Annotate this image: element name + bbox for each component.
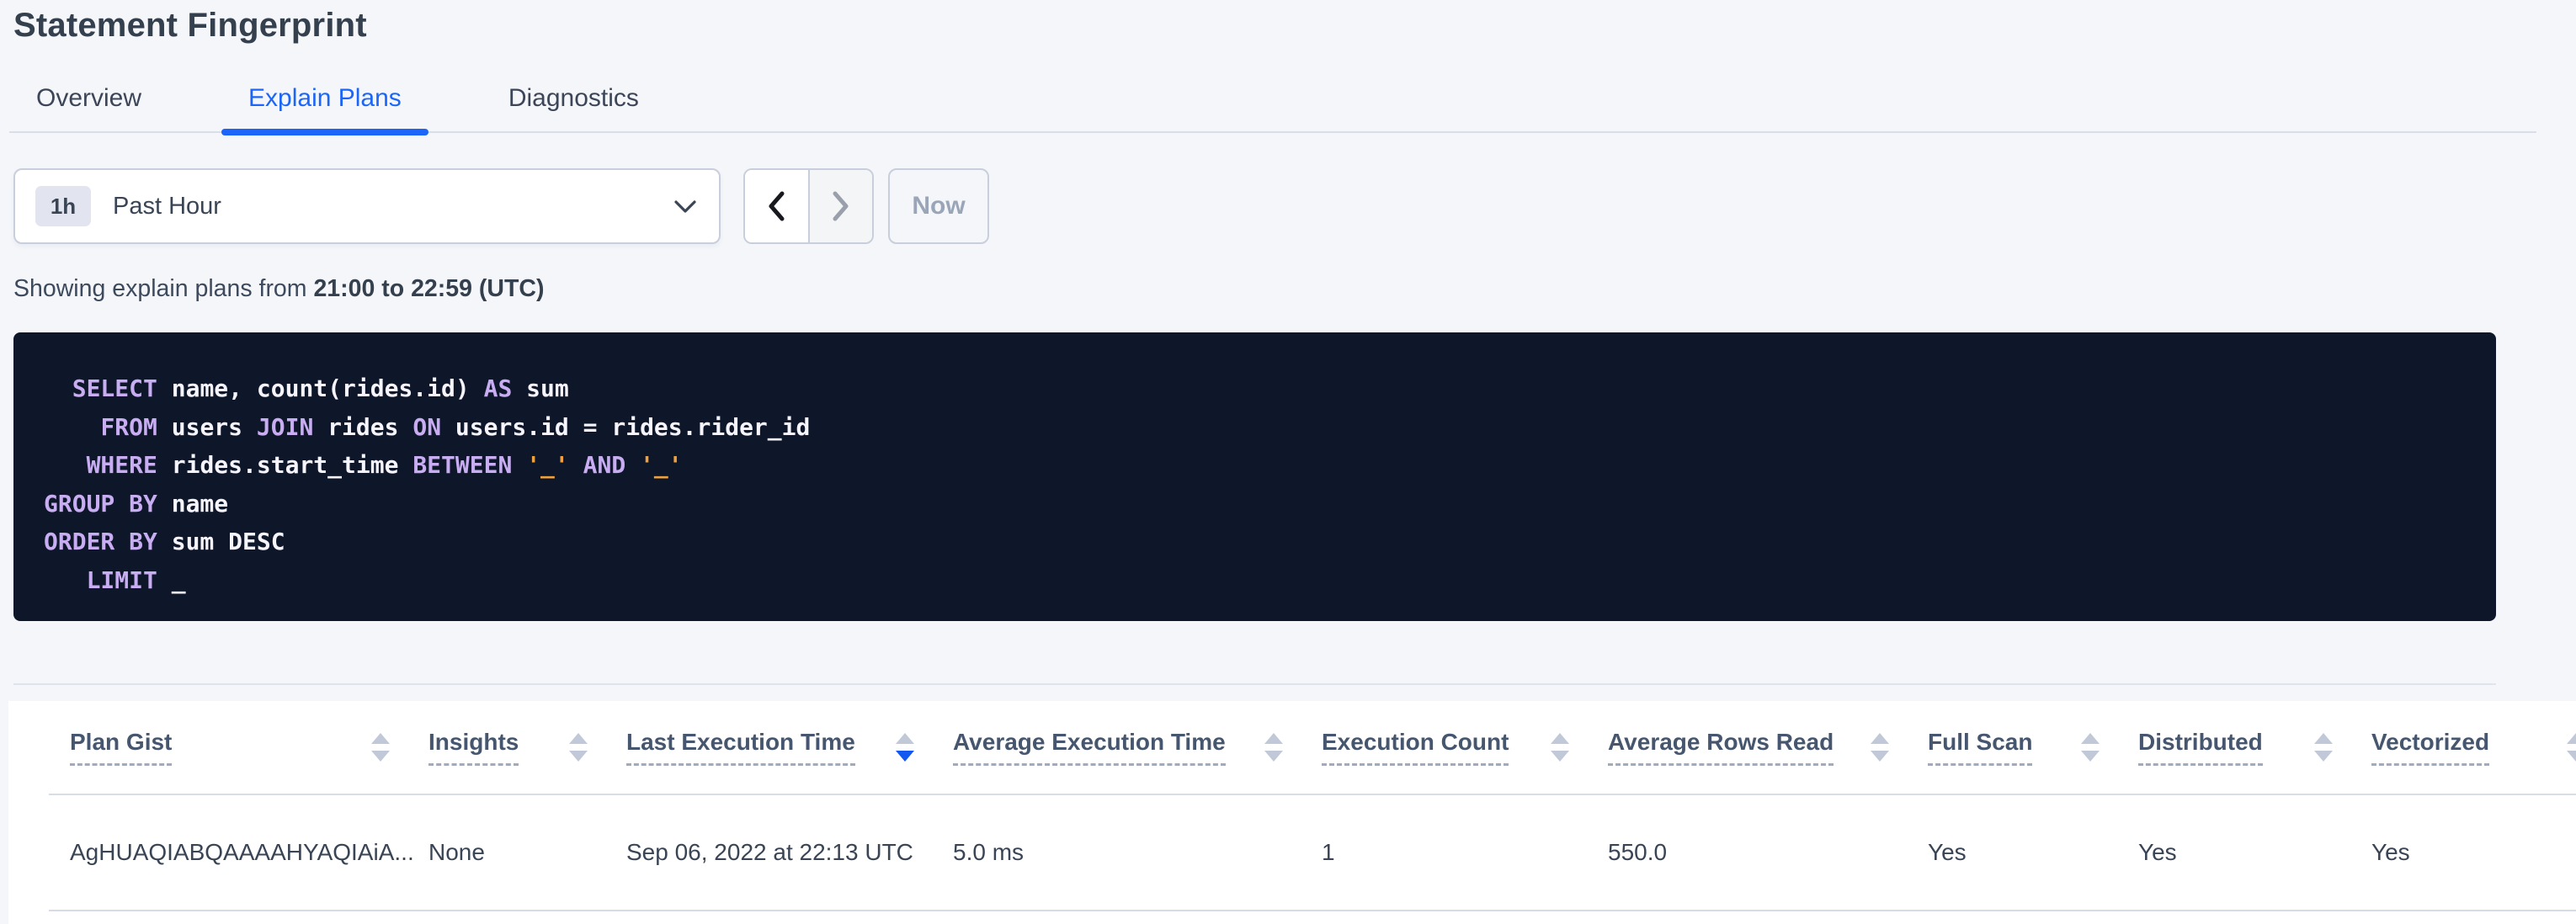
sql-line: ORDER BY sum DESC (44, 528, 285, 555)
column-label: Insights (428, 729, 519, 766)
cell-insights: None (428, 839, 485, 865)
sql-line: SELECT name, count(rides.id) AS sum (72, 374, 569, 402)
sql-line: FROM users JOIN rides ON users.id = ride… (100, 412, 811, 441)
sort-icon[interactable] (371, 733, 390, 762)
chevron-left-icon (769, 191, 785, 221)
column-header-plan-gist[interactable]: Plan Gist (49, 729, 428, 766)
tab-diagnostics[interactable]: Diagnostics (508, 84, 639, 112)
sort-icon[interactable] (1551, 733, 1569, 762)
cell-vectorized: Yes (2371, 839, 2410, 865)
column-label: Vectorized (2371, 729, 2490, 766)
column-label: Full Scan (1928, 729, 2033, 766)
cell-full-scan: Yes (1928, 839, 1967, 865)
column-header-vectorized[interactable]: Vectorized (2371, 729, 2576, 766)
time-range-label: Past Hour (113, 192, 221, 220)
sort-icon[interactable] (2314, 733, 2333, 762)
cell-average-rows-read: 550.0 (1608, 839, 1668, 865)
sql-line: LIMIT _ (86, 566, 186, 594)
column-label: Plan Gist (70, 729, 173, 766)
summary-prefix: Showing explain plans from (13, 275, 314, 302)
column-header-average-rows-read[interactable]: Average Rows Read (1608, 729, 1928, 766)
column-label: Last Execution Time (626, 729, 855, 766)
sort-icon[interactable] (569, 733, 588, 762)
summary-time-range: 21:00 to 22:59 (UTC) (313, 275, 545, 302)
tab-bar: Overview Explain Plans Diagnostics (9, 66, 2536, 135)
chevron-down-icon (674, 199, 696, 213)
column-label: Average Rows Read (1608, 729, 1834, 766)
sort-icon[interactable] (896, 733, 914, 762)
now-button[interactable]: Now (888, 168, 989, 244)
time-range-dropdown[interactable]: 1h Past Hour (13, 168, 721, 244)
sort-icon[interactable] (2081, 733, 2100, 762)
sql-line: GROUP BY name (44, 489, 229, 518)
cell-execution-count: 1 (1322, 839, 1335, 865)
cell-distributed: Yes (2138, 839, 2177, 865)
column-header-distributed[interactable]: Distributed (2138, 729, 2371, 766)
sql-line: WHERE rides.start_time BETWEEN '_' AND '… (86, 451, 683, 479)
showing-plans-summary: Showing explain plans from 21:00 to 22:5… (13, 274, 544, 303)
column-header-average-execution-time[interactable]: Average Execution Time (953, 729, 1322, 766)
sql-statement: SELECT name, count(rides.id) AS sum FROM… (13, 332, 2496, 621)
column-label: Execution Count (1322, 729, 1509, 766)
cell-last-execution-time: Sep 06, 2022 at 22:13 UTC (626, 839, 913, 865)
time-step-button-group (743, 168, 874, 244)
column-header-full-scan[interactable]: Full Scan (1928, 729, 2138, 766)
next-time-button[interactable] (809, 170, 872, 242)
sort-icon[interactable] (1871, 733, 1889, 762)
cell-plan-gist[interactable]: AgHUAQIABQAAAAHYAQIAiA... (70, 839, 414, 865)
page-title: Statement Fingerprint (13, 7, 367, 44)
column-header-execution-count[interactable]: Execution Count (1322, 729, 1608, 766)
explain-plans-table: Plan Gist Insights Last Execution Time Aver… (49, 701, 2576, 911)
tab-explain-plans[interactable]: Explain Plans (221, 66, 428, 135)
column-label: Distributed (2138, 729, 2263, 766)
previous-time-button[interactable] (745, 170, 810, 242)
table-header-row: Plan Gist Insights Last Execution Time Aver… (49, 701, 2576, 795)
column-header-last-execution-time[interactable]: Last Execution Time (626, 729, 953, 766)
chevron-right-icon (833, 191, 849, 221)
table-row: AgHUAQIABQAAAAHYAQIAiA... None Sep 06, 202… (49, 795, 2576, 911)
time-interval-badge: 1h (35, 186, 91, 226)
explain-plans-table-card: Plan Gist Insights Last Execution Time Aver… (8, 701, 2576, 924)
column-header-insights[interactable]: Insights (428, 729, 626, 766)
sort-icon[interactable] (2567, 733, 2576, 762)
column-label: Average Execution Time (953, 729, 1226, 766)
sort-icon[interactable] (1264, 733, 1283, 762)
cell-average-execution-time: 5.0 ms (953, 839, 1025, 865)
table-body: AgHUAQIABQAAAAHYAQIAiA... None Sep 06, 202… (49, 795, 2576, 911)
section-divider (13, 683, 2496, 685)
tab-overview[interactable]: Overview (36, 84, 142, 112)
